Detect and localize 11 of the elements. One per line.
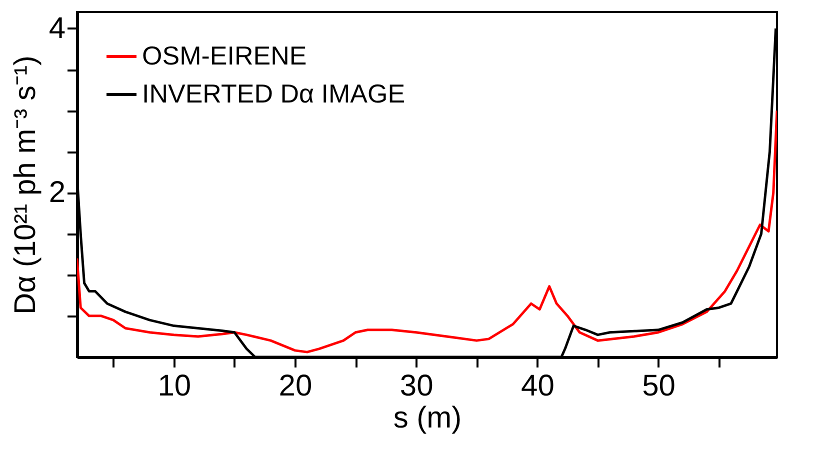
legend-label: OSM-EIRENE [142, 40, 307, 70]
x-tick-label: 10 [158, 370, 192, 402]
x-axis-title: s (m) [393, 402, 462, 434]
x-tick-label: 50 [642, 370, 676, 402]
y-axis-title: Dα (10²¹ ph m⁻³ s⁻¹) [8, 55, 42, 315]
y-tick-label: 4 [48, 12, 66, 45]
legend-label: INVERTED Dα IMAGE [142, 78, 406, 108]
x-tick-label: 20 [278, 370, 312, 402]
x-tick-label: 30 [400, 370, 434, 402]
x-tick-label: 40 [521, 370, 554, 402]
y-tick-label: 2 [48, 176, 66, 210]
